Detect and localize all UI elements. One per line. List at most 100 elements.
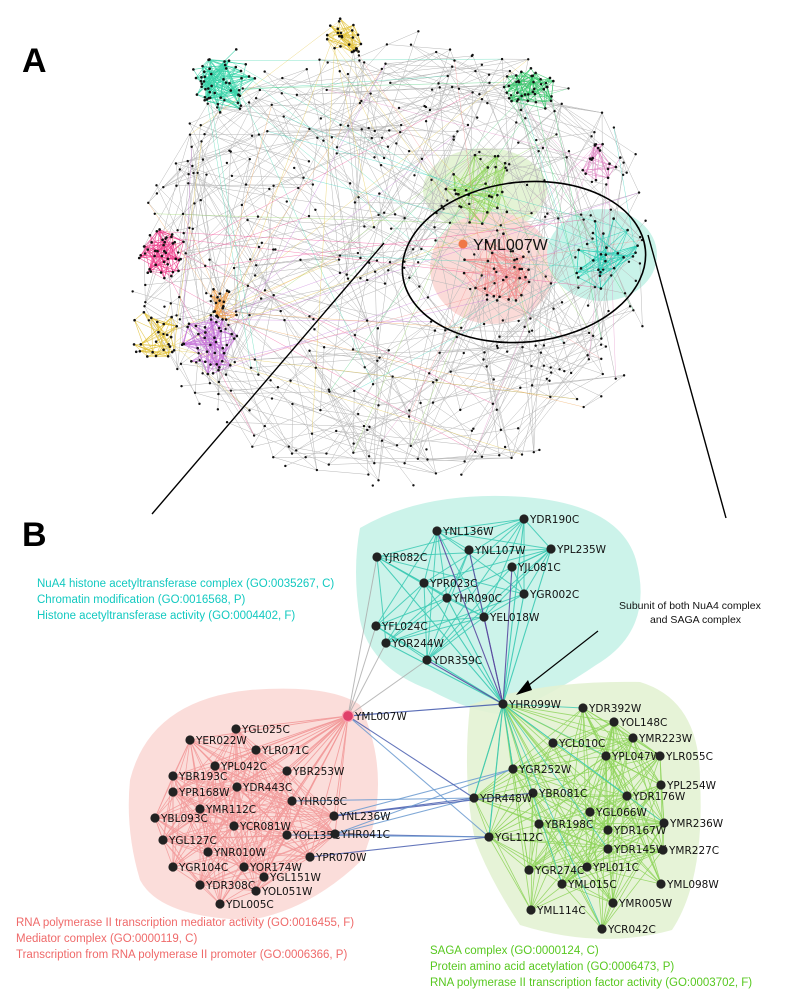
- module-edge: [576, 257, 624, 274]
- module-edge: [484, 242, 488, 289]
- network-edge: [386, 44, 451, 50]
- network-node: [134, 350, 138, 354]
- interaction-edge: [512, 768, 603, 930]
- network-edge: [404, 271, 497, 464]
- network-edge: [383, 132, 401, 159]
- interaction-edge: [172, 791, 245, 868]
- interaction-edge: [446, 548, 552, 599]
- interaction-edge: [528, 848, 609, 871]
- protein-node: [597, 924, 607, 934]
- interaction-edge: [375, 582, 425, 627]
- module-edge: [183, 341, 217, 344]
- network-edge: [410, 44, 483, 100]
- network-node: [181, 212, 185, 216]
- module-edge: [225, 66, 237, 83]
- network-node: [359, 256, 362, 260]
- network-node: [490, 251, 494, 255]
- network-node: [452, 135, 455, 138]
- module-edge: [163, 244, 180, 261]
- network-edge: [417, 457, 512, 460]
- protein-node-label: YDL005C: [225, 899, 274, 911]
- network-edge: [486, 299, 545, 366]
- network-edge: [179, 134, 191, 170]
- network-node: [169, 302, 172, 305]
- network-node: [143, 245, 146, 248]
- network-node: [534, 100, 538, 104]
- network-edge: [381, 137, 389, 147]
- network-node: [518, 267, 521, 271]
- module-edge: [545, 86, 548, 109]
- network-edge: [445, 330, 530, 332]
- network-node: [503, 445, 507, 449]
- interaction-edge: [512, 737, 634, 770]
- network-edge: [601, 209, 612, 339]
- network-node: [359, 277, 362, 280]
- module-edge: [188, 323, 225, 354]
- network-node: [345, 273, 348, 276]
- interaction-edge: [162, 825, 235, 841]
- network-node: [600, 111, 604, 114]
- interaction-edge: [582, 707, 603, 930]
- network-edge: [551, 372, 602, 397]
- network-node: [590, 135, 593, 138]
- network-node: [335, 152, 338, 155]
- network-node: [215, 320, 218, 324]
- network-node: [537, 149, 540, 153]
- network-edge: [367, 279, 386, 284]
- module-edge: [495, 134, 557, 168]
- module-edge: [140, 325, 177, 345]
- network-edge: [590, 215, 643, 241]
- network-node: [311, 183, 315, 186]
- module-edge: [594, 221, 607, 255]
- interaction-edge: [162, 728, 237, 841]
- interaction-edge: [561, 883, 614, 904]
- network-edge: [143, 100, 225, 247]
- network-node: [313, 328, 316, 331]
- network-node: [618, 156, 622, 159]
- module-edge: [198, 333, 220, 368]
- network-node: [209, 318, 213, 321]
- network-edge: [364, 321, 432, 368]
- network-node: [133, 318, 136, 322]
- network-node: [250, 134, 254, 137]
- protein-node-label: YGL127C: [168, 835, 217, 847]
- module-edge: [535, 72, 554, 82]
- interaction-edge: [375, 530, 438, 627]
- module-edge: [445, 188, 467, 191]
- network-edge: [144, 219, 248, 307]
- network-node: [209, 72, 213, 76]
- network-node: [637, 191, 641, 194]
- module-edge: [183, 343, 198, 349]
- network-node: [544, 81, 548, 85]
- network-edge: [339, 212, 385, 256]
- network-node: [192, 171, 195, 175]
- network-node: [225, 421, 229, 424]
- network-node: [163, 249, 166, 253]
- network-node: [272, 248, 275, 251]
- module-edge: [311, 48, 335, 434]
- module-edge: [591, 159, 609, 178]
- protein-node-label: YBR198C: [544, 819, 593, 831]
- module-edge: [143, 312, 164, 350]
- interaction-edge: [172, 765, 216, 793]
- network-node: [310, 432, 314, 435]
- network-node: [474, 69, 477, 73]
- network-node: [377, 479, 380, 482]
- network-node: [137, 256, 141, 260]
- network-edge: [518, 110, 555, 143]
- network-edge: [163, 150, 230, 188]
- module-edge: [603, 233, 607, 255]
- interaction-edge: [199, 833, 336, 886]
- network-edge: [457, 70, 511, 195]
- network-node: [502, 232, 505, 236]
- protein-node-label: YCR042C: [607, 924, 656, 936]
- interaction-edge: [214, 765, 335, 817]
- network-edge: [354, 350, 389, 392]
- network-node: [523, 325, 526, 329]
- network-node: [383, 282, 387, 285]
- module-edge: [580, 268, 602, 289]
- module-edge: [481, 195, 498, 224]
- network-edge: [364, 226, 531, 319]
- network-node: [322, 139, 325, 142]
